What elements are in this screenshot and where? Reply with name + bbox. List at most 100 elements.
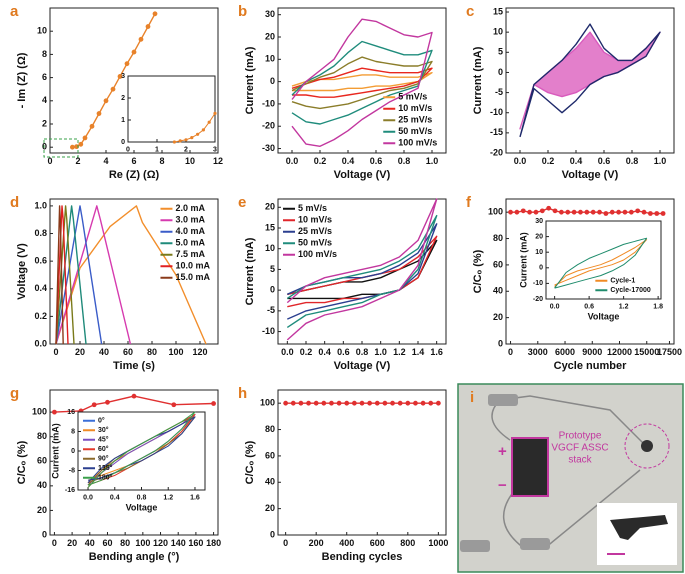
plot-frame [277,389,447,536]
data-point [413,400,418,406]
y-tick-label: 0.2 [34,311,47,321]
y-tick-label: 80 [493,233,503,243]
device [511,437,549,497]
series-line [519,23,661,138]
y-tick-label: 10 [37,26,47,36]
y-tick-label: 60 [37,456,47,466]
y-tick-label: 80 [265,424,275,434]
x-tick-label: 0 [47,156,52,166]
legend-label: 45° [98,436,109,444]
series-line [55,205,132,345]
legend-label: 90° [98,455,109,463]
x-tick-label: 17500 [657,347,682,357]
x-tick-label: 1.6 [190,494,200,501]
x-tick-label: 0.6 [598,156,611,166]
data-point [590,209,596,215]
x-tick-label: 1.2 [619,303,629,310]
data-point [374,400,380,406]
y-tick-label: 0 [270,529,275,539]
series-line [554,239,648,287]
annotation: VGCF ASSC [551,443,608,454]
y-tick-label: 40 [493,286,503,296]
data-point [597,209,602,215]
x-tick-label: 40 [85,538,95,548]
x-tick-label: 1.2 [163,494,173,501]
x-tick-label: 80 [147,347,157,357]
legend-label: 100 mV/s [398,138,437,148]
data-point [565,209,571,215]
data-point [382,400,388,406]
x-tick-label: 20 [67,538,77,548]
data-point [390,400,395,406]
data-point [546,205,552,211]
series-line [291,67,433,98]
legend-label: 15.0 mA [175,272,210,282]
x-axis-label: Voltage (V) [562,169,619,181]
data-point [152,11,158,17]
data-point [138,36,144,42]
data-point [70,144,75,150]
y-tick-label: -10 [262,98,275,108]
data-point [184,138,188,142]
series-line [55,205,207,345]
x-tick-label: 3000 [528,347,548,357]
y-axis-label: Current (mA) [472,46,484,114]
x-tick-label: 1.2 [393,347,406,357]
y-tick-label: 5 [270,264,275,274]
y-tick-label: 5 [498,47,503,57]
y-tick-label: 0 [270,285,275,295]
legend-label: 4.0 mA [175,226,205,236]
y-tick-label: 0 [71,448,75,455]
data-point [201,128,205,132]
y-tick-label: 20 [535,233,543,240]
y-tick-label: 0.0 [34,338,47,348]
y-tick-label: 10 [535,249,543,256]
y-tick-label: -20 [262,121,275,131]
data-point [571,209,577,215]
x-tick-label: 2 [75,156,80,166]
inset-photo [597,503,677,565]
data-point [190,136,194,140]
data-point [171,402,177,408]
y-tick-label: -20 [533,296,543,303]
y-tick-label: 20 [37,505,47,515]
data-point [117,74,123,79]
data-point [405,400,411,406]
y-tick-label: 2 [121,95,125,102]
data-point [527,209,533,215]
x-tick-label: 0 [53,347,58,357]
polarity-label: + [498,443,507,460]
y-tick-label: 4 [42,95,47,105]
y-tick-label: 0 [270,76,275,86]
data-point [298,400,304,406]
y-tick-label: 30 [265,9,275,19]
data-point [359,400,365,406]
panel-label: b [238,3,247,20]
series-line [55,205,64,345]
y-tick-label: 80 [37,431,47,441]
series-line [554,237,648,289]
highlight [624,423,670,469]
y-tick-label: 3 [121,73,125,80]
x-tick-label: 1.4 [412,347,425,357]
x-tick-label: 1.0 [374,347,387,357]
y-tick-label: 100 [260,398,275,408]
y-tick-label: 0 [498,338,503,348]
y-axis-label: C/Cₒ (%) [16,440,28,484]
y-tick-label: -10 [533,280,543,287]
data-point [609,209,615,215]
data-point [428,400,434,406]
x-tick-label: 6000 [555,347,575,357]
data-point [145,24,151,29]
series-line [87,411,196,488]
data-point [178,139,182,143]
y-tick-label: 15 [493,6,503,16]
x-tick-label: 4 [103,156,108,166]
x-tick-label: 0.6 [337,347,350,357]
panel-label: a [10,3,19,20]
x-tick-label: 1.0 [426,156,439,166]
x-axis-label: Voltage (V) [334,169,391,181]
series-line [55,205,69,345]
y-tick-label: 0.4 [34,283,47,293]
x-tick-label: 140 [171,538,186,548]
